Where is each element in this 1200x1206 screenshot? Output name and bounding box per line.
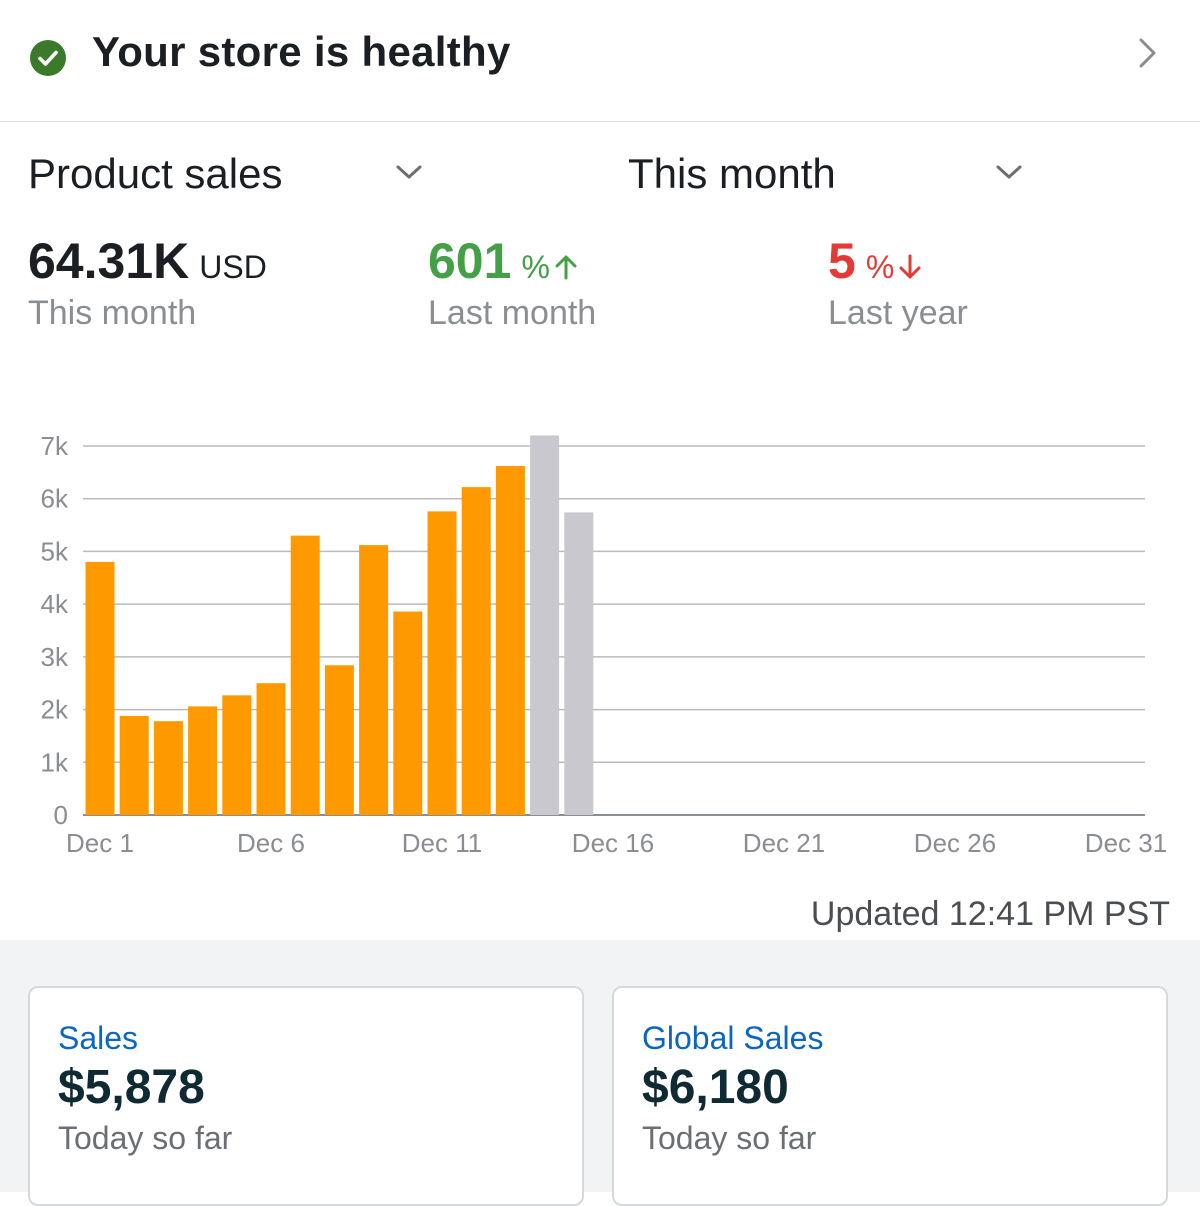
period-dropdown-label: This month xyxy=(628,150,836,197)
bar-dec-4[interactable] xyxy=(188,706,218,815)
total-sales-value: 64.31K xyxy=(28,233,190,289)
store-health-banner[interactable]: Your store is healthy xyxy=(0,0,1200,122)
global-sales-card-value: $6,180 xyxy=(642,1061,789,1114)
bar-dec-15[interactable] xyxy=(564,512,594,815)
sales-card-subtitle: Today so far xyxy=(58,1120,233,1156)
bar-dec-8[interactable] xyxy=(324,665,354,815)
x-tick-label: Dec 26 xyxy=(914,828,996,858)
x-tick-label: Dec 31 xyxy=(1085,828,1167,858)
bar-dec-10[interactable] xyxy=(393,611,423,815)
bar-dec-1[interactable] xyxy=(85,561,115,815)
chevron-down-icon xyxy=(396,165,422,179)
percent-unit: % xyxy=(521,249,550,285)
bar-dec-14[interactable] xyxy=(530,435,560,815)
store-health-title: Your store is healthy xyxy=(92,28,511,75)
last-year-label: Last year xyxy=(828,294,968,332)
sales-card-title: Sales xyxy=(58,1020,139,1056)
bar-dec-3[interactable] xyxy=(153,721,183,815)
bar-dec-9[interactable] xyxy=(359,545,389,815)
y-tick-label: 0 xyxy=(54,800,68,830)
y-tick-label: 3k xyxy=(41,642,69,672)
last-month-label: Last month xyxy=(428,294,597,332)
x-tick-label: Dec 6 xyxy=(237,828,305,858)
x-tick-label: Dec 21 xyxy=(743,828,825,858)
last-updated-text: Updated 12:41 PM PST xyxy=(810,895,1170,933)
bar-dec-11[interactable] xyxy=(427,511,457,815)
arrow-up-icon xyxy=(555,255,577,280)
daily-sales-bar-chart: 0 1k 2k 3k 4k 5k 6k 7k Dec 1 Dec 6 Dec 11 Dec 16 Dec… xyxy=(41,431,1168,858)
total-sales-metric: 64.31K USD This month xyxy=(28,232,267,333)
metric-dropdown-label: Product sales xyxy=(28,150,283,197)
chevron-down-icon xyxy=(996,165,1022,179)
last-month-change-value: 601 xyxy=(428,233,512,289)
check-circle-icon xyxy=(30,40,66,76)
bar-dec-6[interactable] xyxy=(256,683,286,815)
global-sales-card-subtitle: Today so far xyxy=(642,1120,817,1156)
bar-dec-7[interactable] xyxy=(290,535,320,815)
last-month-metric: 601% Last month xyxy=(428,232,596,333)
percent-unit: % xyxy=(865,249,895,285)
last-year-change-value: 5 xyxy=(828,233,856,289)
last-year-metric: 5% Last year xyxy=(828,232,968,333)
bar-dec-13[interactable] xyxy=(495,466,525,815)
total-sales-label: This month xyxy=(28,294,197,332)
sales-card[interactable]: Sales $5,878 Today so far xyxy=(28,986,584,1206)
x-tick-label: Dec 11 xyxy=(402,828,482,858)
y-tick-label: 2k xyxy=(41,695,69,725)
x-tick-label: Dec 1 xyxy=(66,828,134,858)
y-tick-label: 1k xyxy=(41,747,69,777)
y-tick-label: 5k xyxy=(41,536,69,566)
y-tick-label: 4k xyxy=(41,589,69,619)
y-tick-label: 6k xyxy=(41,484,69,514)
bar-dec-2[interactable] xyxy=(119,715,149,815)
metric-dropdown[interactable]: Product sales xyxy=(28,150,428,210)
bar-dec-12[interactable] xyxy=(461,487,491,815)
arrow-down-icon xyxy=(899,254,921,279)
currency-unit: USD xyxy=(199,249,267,285)
today-sales-section: Sales $5,878 Today so far Global Sales $… xyxy=(0,940,1200,1206)
y-tick-label: 7k xyxy=(41,431,69,461)
period-dropdown[interactable]: This month xyxy=(628,150,1028,210)
global-sales-card-title: Global Sales xyxy=(642,1020,824,1056)
x-tick-label: Dec 16 xyxy=(572,828,654,858)
global-sales-card[interactable]: Global Sales $6,180 Today so far xyxy=(612,986,1168,1206)
chevron-right-icon[interactable] xyxy=(1132,36,1162,70)
bar-dec-5[interactable] xyxy=(222,695,252,815)
sales-card-value: $5,878 xyxy=(58,1061,205,1114)
